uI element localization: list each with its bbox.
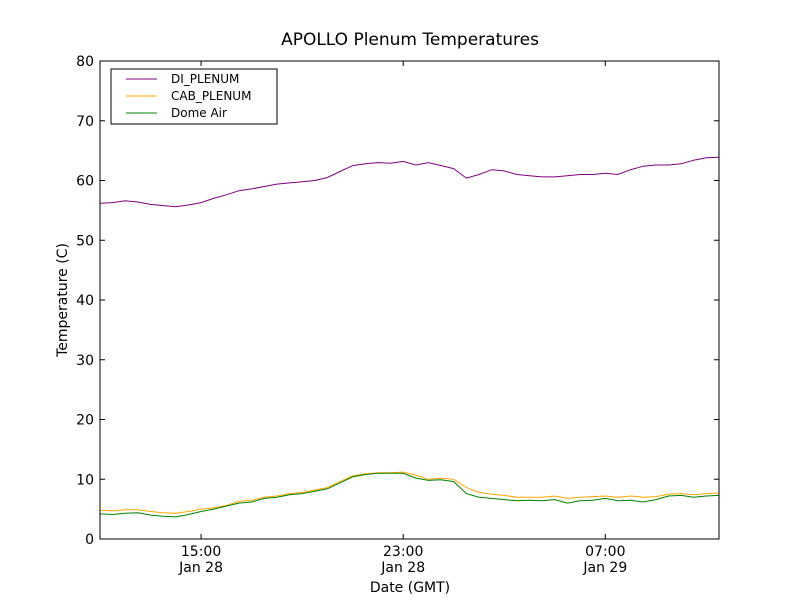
legend: DI_PLENUM CAB_PLENUM Dome Air [110,68,278,125]
x-tick-label-time: 15:00 [181,544,221,560]
y-tick-label: 50 [76,233,94,249]
y-axis-label: Temperature (C) [55,243,71,358]
legend-label-di-plenum: DI_PLENUM [171,72,239,86]
series-line-dome-air [100,472,719,518]
series-layer [100,156,719,518]
y-tick-label: 60 [76,174,94,190]
x-tick-label-time: 23:00 [383,544,423,560]
y-tick-label: 70 [76,114,94,130]
x-axis-label: Date (GMT) [370,580,450,596]
y-tick-label: 80 [76,54,94,70]
x-tick-label-date: Jan 29 [582,560,627,576]
legend-label-cab-plenum: CAB_PLENUM [171,89,251,103]
series-line-di-plenum [100,156,719,208]
x-tick-label-date: Jan 28 [380,560,425,576]
x-tick-label-date: Jan 28 [178,560,223,576]
y-tick-label: 40 [76,293,94,309]
series-line-cab-plenum [100,471,719,514]
chart-title: APOLLO Plenum Temperatures [281,30,539,50]
y-tick-label: 30 [76,353,94,369]
y-tick-label: 0 [85,532,94,548]
x-tick-label-time: 07:00 [585,544,625,560]
y-tick-label: 20 [76,413,94,429]
y-tick-label: 10 [76,472,94,488]
legend-label-dome-air: Dome Air [171,106,227,120]
